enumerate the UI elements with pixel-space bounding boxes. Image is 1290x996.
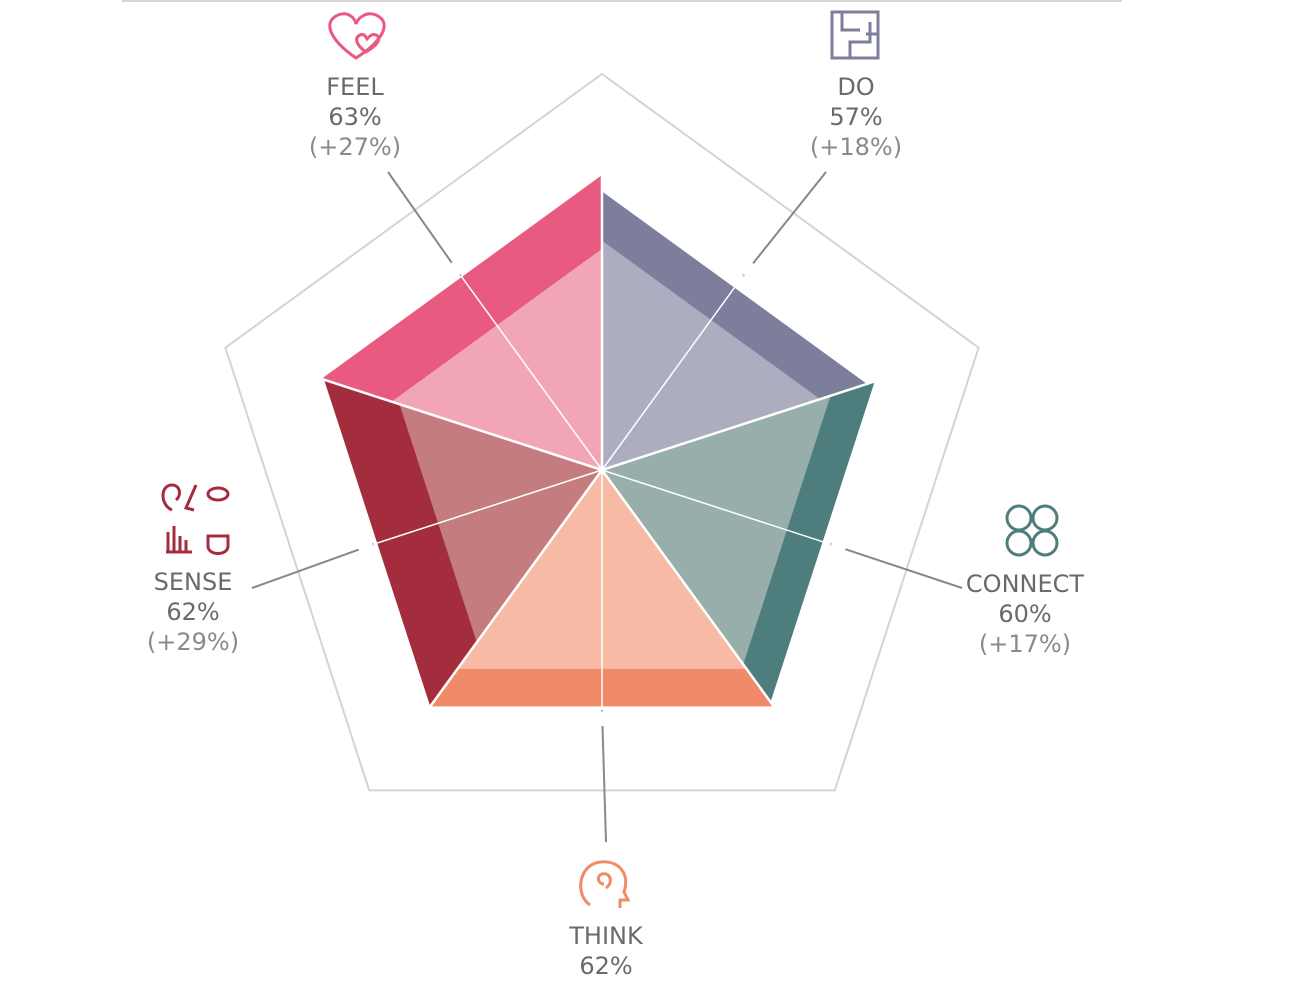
think-icon [579,860,631,908]
think-icon-spiral [596,872,612,890]
feel-icon [328,12,386,60]
change-label: (+29%) [147,628,239,656]
category-label: FEEL [326,73,384,101]
pointer-inner [460,275,603,471]
category-label: DO [837,73,874,101]
wedge-previous [399,404,602,643]
value-label: 62% [579,952,632,980]
frame [224,72,980,792]
value-label: 57% [829,103,882,131]
do-icon-maze [840,12,878,58]
icons [161,10,1059,908]
change-label: (+27%) [309,133,401,161]
arrowhead [446,258,461,276]
pointer [742,171,827,277]
value-label: 62% [166,598,219,626]
marks [224,72,980,843]
pointer [601,709,607,843]
change-label: (+17%) [979,630,1071,658]
pointer [387,171,462,277]
arrowhead [595,710,610,727]
value-label: 60% [998,600,1051,628]
pointer [251,543,375,589]
pointer-inner [601,469,831,545]
connect-icon [1005,504,1059,557]
category-label: CONNECT [966,570,1084,598]
pointer [829,543,963,589]
feel-icon-inner [355,33,381,54]
change-label: (+18%) [810,133,902,161]
wedge-previous [602,240,821,470]
category-label: SENSE [154,568,233,596]
pointer-inner [373,469,603,545]
separator [321,377,603,472]
category-label: THINK [568,922,644,950]
arrowhead [830,542,848,556]
separator [427,469,604,710]
separator [600,469,777,710]
wedge-previous [391,248,602,470]
arrowhead [743,258,759,276]
sense-icon [161,483,230,555]
arrowhead [356,542,374,557]
value-label: 63% [328,103,381,131]
separator [601,377,883,472]
wedge-previous [602,395,831,665]
pointer-inner [601,275,744,471]
